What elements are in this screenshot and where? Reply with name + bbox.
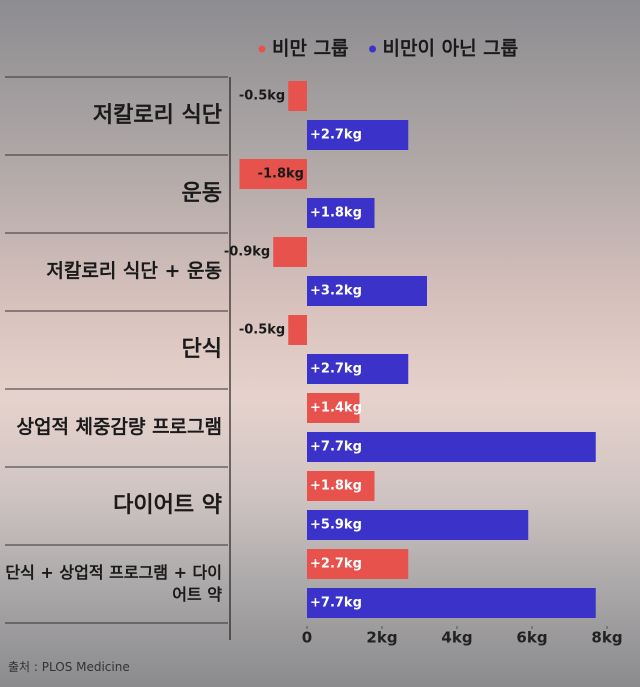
value-label: +7.7kg: [310, 440, 362, 455]
value-label: +2.7kg: [310, 128, 362, 143]
value-label: +7.7kg: [310, 596, 362, 611]
bar: [307, 354, 409, 384]
legend-dot: [258, 45, 266, 53]
bar: [288, 315, 307, 345]
category-label: 저칼로리 식단 + 운동: [46, 260, 222, 283]
bar: [288, 81, 307, 111]
category-label: 단식 + 상업적 프로그램 + 다이어트 약: [5, 563, 222, 604]
x-tick-label: 0: [302, 629, 312, 647]
category-label: 단식: [181, 337, 222, 363]
value-label: -0.5kg: [239, 323, 285, 338]
legend-dot: [369, 45, 377, 53]
bar: [307, 432, 596, 462]
legend-label: 비만이 아닌 그룹: [383, 38, 519, 60]
category-label: 상업적 체중감량 프로그램: [16, 416, 222, 439]
x-tick-label: 6kg: [516, 629, 547, 647]
category-label: 운동: [181, 181, 222, 207]
value-label: +5.9kg: [310, 518, 362, 533]
value-label: +1.8kg: [310, 206, 362, 221]
legend-label: 비만 그룹: [272, 38, 349, 60]
bar: [307, 588, 596, 618]
bar: [307, 276, 427, 306]
value-label: +2.7kg: [310, 362, 362, 377]
bar: [307, 393, 360, 423]
bar: [307, 510, 529, 540]
value-label: -1.8kg: [258, 167, 304, 182]
bar: [307, 471, 375, 501]
x-tick-label: 4kg: [441, 629, 472, 647]
value-label: +3.2kg: [310, 284, 362, 299]
value-label: -0.9kg: [224, 245, 270, 260]
value-label: -0.5kg: [239, 89, 285, 104]
bar: [273, 237, 307, 267]
source: 출처 : PLOS Medicine: [8, 660, 130, 674]
value-label: +1.8kg: [310, 479, 362, 494]
category-label: 저칼로리 식단: [92, 103, 222, 129]
value-label: +1.4kg: [310, 401, 362, 416]
category-label: 다이어트 약: [113, 493, 222, 519]
bar: [307, 120, 409, 150]
bar: [307, 549, 409, 579]
x-tick-label: 2kg: [366, 629, 397, 647]
bar: [239, 159, 307, 189]
bar: [307, 198, 375, 228]
x-tick-label: 8kg: [591, 629, 622, 647]
value-label: +2.7kg: [310, 557, 362, 572]
